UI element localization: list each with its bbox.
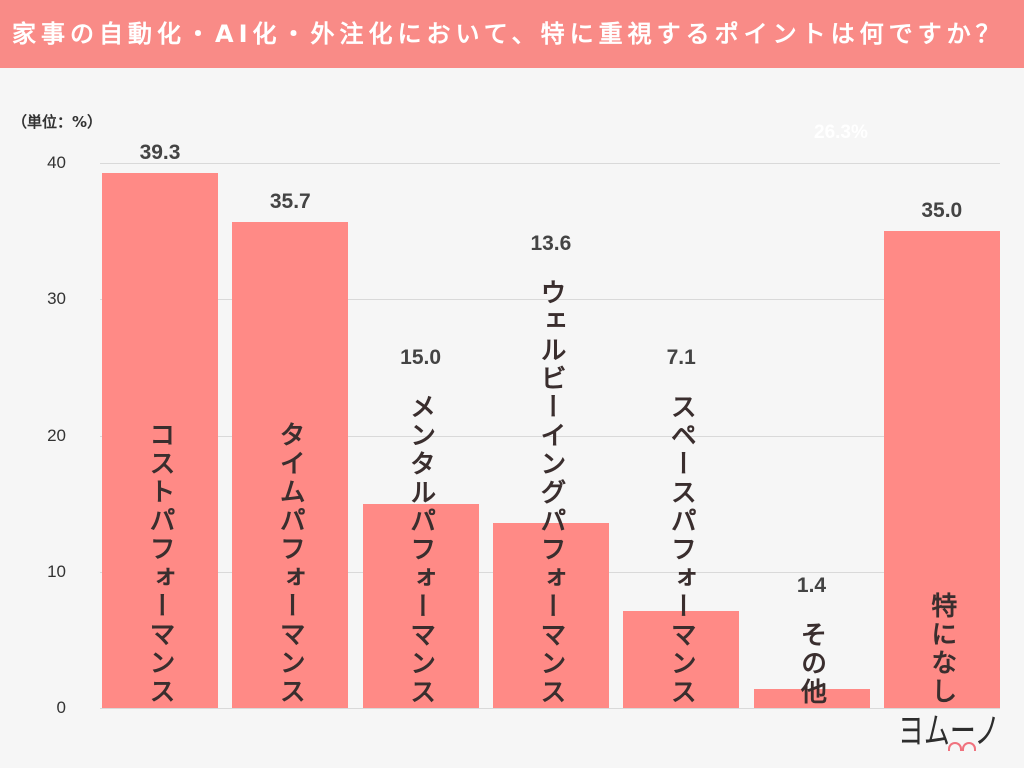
y-tick-label: 30: [47, 289, 66, 309]
bar-category-label: タイムパフォーマンス: [275, 421, 306, 706]
gridline: [100, 163, 1000, 164]
chart-title: 家事の自動化・AI化・外注化において、特に重視するポイントは何ですか？: [12, 20, 1005, 48]
bar: [623, 611, 740, 708]
bar-value-label: 7.1: [666, 346, 696, 369]
bar-value-label: 35.7: [269, 189, 311, 213]
gridline: [100, 436, 1000, 437]
bar-value-label: 15.0: [400, 346, 442, 369]
bar: [883, 231, 1000, 708]
bar: [492, 522, 609, 708]
bar-category-label: ウェルビーイングパフォーマンス: [535, 278, 566, 707]
bar: [753, 688, 870, 708]
bar-category-label: メンタルパフォーマンス: [405, 392, 436, 707]
unit-label: （単位：%）: [12, 113, 103, 131]
bar-value-label: 1.4: [796, 574, 827, 597]
brand-logo: ヨムーノ: [898, 708, 1008, 760]
y-tick-label: 0: [56, 698, 66, 717]
bar-category-label: 特になし: [926, 592, 957, 706]
faint-percentage-annotation: 26.3%: [814, 122, 868, 143]
bar-category-label: コストパフォーマンス: [145, 421, 175, 706]
bar-category-label: スペースパフォーマンス: [666, 392, 697, 707]
gridline: [100, 708, 1000, 709]
bar-category-label: その他: [796, 620, 827, 707]
bar-value-label: 13.6: [530, 232, 572, 255]
y-tick-label: 40: [47, 153, 66, 172]
bar-value-label: 39.3: [139, 140, 181, 164]
bar: [232, 221, 349, 708]
bar: [102, 172, 218, 708]
gridline: [100, 299, 1000, 300]
y-tick-label: 10: [47, 561, 66, 581]
bar-value-label: 35.0: [921, 199, 963, 223]
y-tick-label: 20: [47, 425, 66, 445]
title-bar: 家事の自動化・AI化・外注化において、特に重視するポイントは何ですか？: [0, 0, 1024, 68]
bar: [362, 503, 479, 708]
logo-heart-mark: [948, 742, 978, 752]
